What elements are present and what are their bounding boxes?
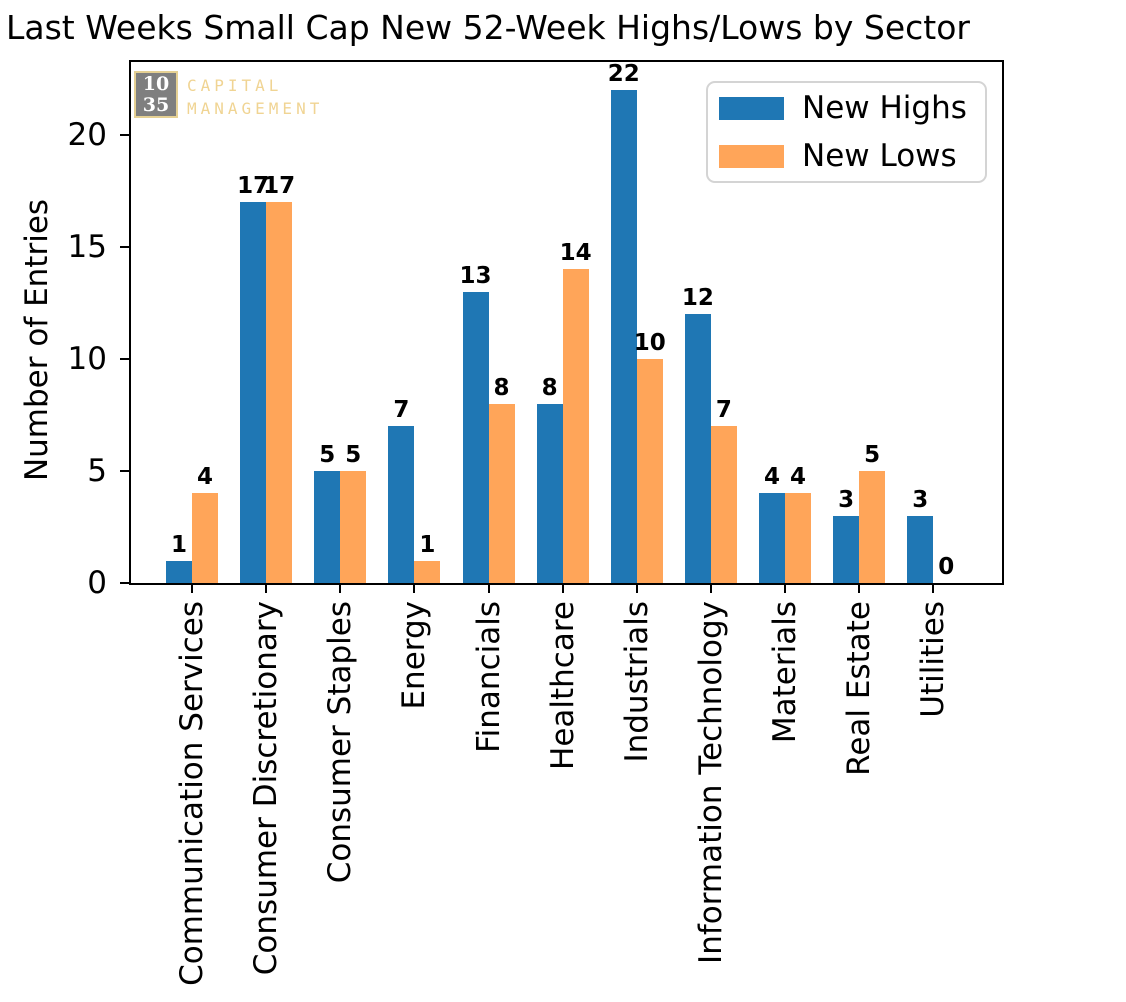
bar-new-lows — [266, 202, 293, 583]
value-label: 3 — [838, 486, 855, 513]
bar-new-highs — [166, 560, 192, 583]
value-label: 4 — [790, 464, 807, 491]
value-label: 17 — [237, 173, 270, 200]
bar-new-lows — [562, 269, 589, 583]
x-tick — [487, 583, 490, 593]
value-label: 1 — [419, 531, 436, 558]
legend-label-new-highs: New Highs — [802, 90, 967, 126]
bar-new-highs — [684, 314, 711, 583]
bar-new-highs — [536, 403, 563, 583]
value-label: 8 — [493, 374, 510, 401]
value-label: 3 — [912, 486, 929, 513]
value-label: 1 — [170, 531, 188, 558]
value-label: 5 — [319, 442, 336, 469]
watermark-name-line2: MANAGEMENT — [187, 99, 324, 118]
x-tick — [709, 583, 712, 593]
legend: New Highs New Lows — [706, 81, 987, 183]
value-label: 4 — [764, 464, 781, 491]
value-label: 0 — [938, 554, 955, 580]
watermark-name-line1: CAPITAL — [187, 76, 283, 95]
value-label: 22 — [607, 61, 640, 88]
value-label: 8 — [541, 374, 558, 401]
y-tick-label: 10 — [67, 341, 107, 377]
bar-new-lows — [785, 493, 812, 583]
legend-swatch-new-highs — [719, 97, 784, 120]
y-tick — [120, 582, 131, 584]
bar-new-highs — [388, 426, 415, 583]
value-label: 12 — [681, 285, 714, 312]
x-tick-label: Utilities — [915, 601, 952, 718]
value-label: 10 — [633, 330, 666, 357]
bar-new-lows — [710, 426, 737, 583]
x-tick — [784, 583, 787, 593]
value-label: 13 — [459, 262, 492, 289]
x-tick-label: Real Estate — [841, 601, 878, 776]
watermark-name: CAPITAL MANAGEMENT — [187, 71, 323, 120]
value-label: 7 — [393, 397, 410, 424]
y-tick-label: 5 — [87, 453, 107, 489]
x-tick — [932, 583, 935, 593]
x-tick-label: Information Technology — [692, 601, 729, 964]
bar-new-lows — [859, 471, 886, 583]
bar-new-highs — [462, 291, 489, 583]
y-tick — [120, 134, 131, 137]
bar-new-lows — [636, 359, 663, 583]
bar-new-highs — [759, 493, 786, 583]
x-tick-label: Industrials — [618, 601, 655, 763]
x-tick-label: Consumer Staples — [322, 601, 359, 884]
bar-new-lows — [488, 403, 515, 583]
x-tick-label: Energy — [396, 601, 433, 710]
x-tick — [635, 583, 638, 593]
bar-new-lows — [414, 560, 441, 583]
x-tick — [265, 583, 268, 593]
y-tick — [120, 358, 131, 360]
x-tick — [191, 583, 193, 593]
value-label: 4 — [196, 464, 214, 491]
bar-new-lows — [192, 493, 218, 583]
x-tick — [561, 583, 564, 593]
watermark-badge-line2: 35 — [142, 93, 170, 116]
value-label: 14 — [559, 240, 592, 267]
x-tick-label: Financials — [470, 601, 507, 753]
bar-new-highs — [907, 515, 934, 583]
x-tick — [339, 583, 342, 593]
y-tick — [120, 246, 131, 248]
x-tick — [413, 583, 416, 593]
value-label: 17 — [263, 173, 296, 200]
value-label: 5 — [345, 442, 362, 469]
y-tick — [120, 470, 131, 472]
watermark-badge-line1: 10 — [142, 72, 170, 95]
y-tick-label: 0 — [87, 565, 107, 601]
value-label: 7 — [715, 397, 732, 424]
x-tick-label: Communication Services — [174, 601, 210, 986]
x-tick — [858, 583, 861, 593]
y-tick-label: 20 — [67, 117, 107, 154]
bar-new-lows — [340, 471, 367, 583]
x-tick-label: Consumer Discretionary — [248, 601, 285, 976]
watermark-badge: 10 35 — [134, 71, 178, 118]
bar-new-highs — [610, 90, 637, 583]
legend-swatch-new-lows — [719, 145, 784, 168]
value-label: 5 — [864, 442, 881, 469]
watermark-logo: 10 35 CAPITAL MANAGEMENT — [134, 71, 323, 120]
y-tick-label: 15 — [67, 229, 107, 265]
chart-title: Last Weeks Small Cap New 52-Week Highs/L… — [6, 8, 970, 47]
bar-new-highs — [240, 202, 267, 583]
legend-label-new-lows: New Lows — [802, 138, 957, 174]
bar-new-highs — [833, 515, 860, 583]
plot-area: 10 35 CAPITAL MANAGEMENT 1 4 17 17 5 5 7 1 13 8 8 1… — [131, 62, 1002, 583]
x-tick-label: Materials — [767, 601, 804, 744]
x-tick-label: Healthcare — [544, 601, 581, 770]
bar-new-highs — [314, 471, 341, 583]
